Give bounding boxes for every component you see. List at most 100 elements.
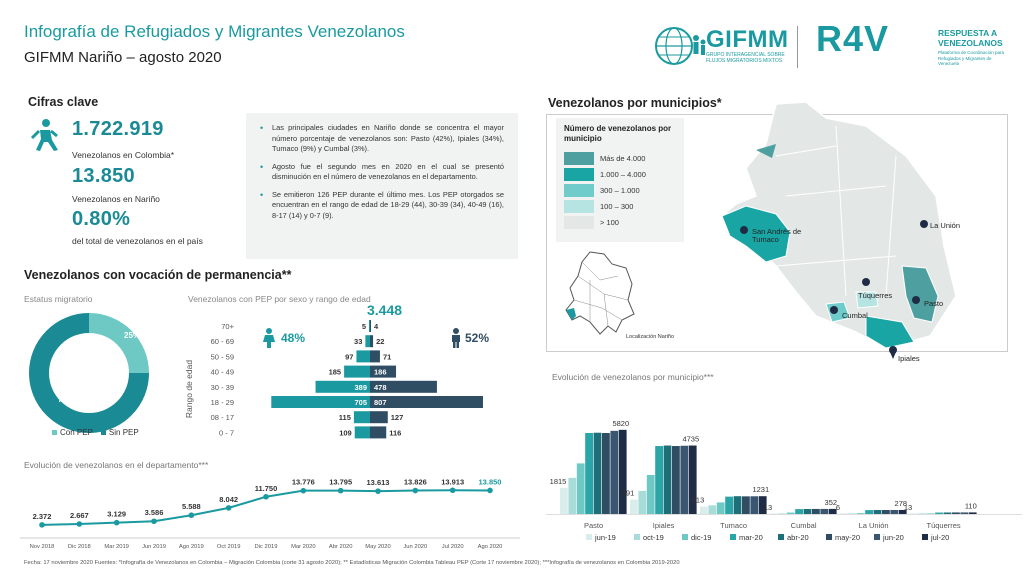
muni-first-label: 991 — [622, 489, 635, 498]
donut-title: Estatus migratorio — [24, 294, 93, 304]
colombia-label: Venezolanos en Colombia* — [72, 150, 175, 160]
map-legend-box: Número de venezolanos por municipio Más … — [556, 118, 684, 242]
line-value-label: 2.667 — [70, 511, 89, 520]
legend-row: 300 – 1.000 — [564, 182, 676, 198]
female-bar — [271, 396, 370, 408]
line-point — [113, 519, 120, 526]
female-icon — [263, 328, 275, 348]
muni-bar — [655, 446, 663, 514]
page-title: Infografía de Refugiados y Migrantes Ven… — [24, 22, 405, 41]
male-bar — [370, 396, 483, 408]
muni-bar — [610, 430, 619, 514]
city-label-la-union: La Unión — [930, 221, 961, 230]
line-value-label: 13.613 — [367, 478, 390, 487]
municipality-bar-chart: 1815 5820 Pasto 991 4735 Ipiales 513 1231 Tumaco… — [546, 419, 1022, 542]
legend-label: jun-20 — [882, 533, 904, 542]
muni-bar — [856, 513, 865, 514]
female-bar — [365, 335, 370, 348]
x-tick-label: Abr 2020 — [329, 544, 353, 550]
muni-first-label: 13 — [764, 503, 772, 512]
muni-bar — [663, 445, 672, 514]
muni-bar — [560, 487, 568, 514]
muni-bar — [585, 433, 593, 514]
muni-bar — [725, 496, 733, 514]
x-tick-label: Dic 2018 — [68, 544, 91, 550]
gifmm-logo: GIFMM GRUPO INTERAGENCIAL SOBRE FLUJOS M… — [648, 24, 790, 70]
muni-bar — [943, 512, 952, 514]
muni-first-label: 13 — [904, 503, 912, 512]
muni-bar — [812, 508, 820, 514]
muni-bar — [926, 513, 935, 514]
muni-last-label: 352 — [825, 498, 838, 507]
muni-bar — [680, 445, 689, 514]
key-figures-title: Cifras clave — [28, 95, 99, 109]
globe-people-icon — [655, 27, 706, 65]
pyramid-title: Venezolanos con PEP por sexo y rango de … — [188, 294, 371, 304]
line-point — [225, 505, 232, 511]
muni-bar — [840, 513, 848, 514]
muni-bar — [898, 509, 907, 514]
female-bar — [369, 320, 370, 332]
pyramid-total: 3.448 — [367, 302, 403, 318]
narino-value: 13.850 — [72, 165, 135, 187]
r4v-tagline-1: RESPUESTA A — [938, 28, 998, 38]
muni-bar — [910, 513, 918, 514]
legend-swatch — [586, 534, 592, 540]
age-tick-label: 30 - 39 — [211, 383, 234, 392]
muni-bar — [935, 512, 943, 514]
male-bar — [370, 335, 374, 348]
muni-bar — [750, 496, 759, 514]
donut-slice-con-pep — [88, 313, 149, 374]
age-sex-pyramid: 70+ 5 4 60 - 69 33 22 50 - 59 97 71 40 - 49 185 186… — [211, 320, 483, 439]
age-tick-label: 08 - 17 — [211, 413, 234, 422]
line-value-label: 13.826 — [404, 478, 427, 487]
muni-bar — [716, 502, 725, 514]
muni-bar — [700, 506, 708, 514]
x-tick-label: Jun 2019 — [142, 544, 166, 550]
legend-row: Más de 4.000 — [564, 150, 676, 166]
evolution-muni-title: Evolución de venezolanos por municipio**… — [552, 372, 714, 382]
age-tick-label: 18 - 29 — [211, 398, 234, 407]
donut-chart: 25% 75% — [29, 313, 149, 433]
legend-swatch — [874, 534, 880, 540]
legend-swatch — [778, 534, 784, 540]
line-value-label: 13.795 — [329, 478, 352, 487]
x-tick-label: Oct 2019 — [217, 544, 241, 550]
legend-row: 100 – 300 — [564, 198, 676, 214]
muni-first-label: 6 — [836, 503, 840, 512]
female-value-label: 5 — [362, 322, 366, 331]
muni-bar — [820, 508, 829, 514]
line-value-label: 2.372 — [33, 512, 52, 521]
muni-last-label: 5820 — [612, 419, 629, 428]
r4v-logo: R4V — [816, 18, 890, 59]
legend-sin-pep: Sin PEP — [100, 428, 139, 437]
muni-bar — [568, 477, 577, 514]
pct-label: del total de venezolanos en el país — [72, 236, 203, 246]
male-value-label: 22 — [376, 337, 384, 346]
footer-sources: Fecha: 17 noviembre 2020 Fuentes: *Infog… — [24, 560, 680, 566]
city-label-tuquerres: Túquerres — [858, 291, 893, 300]
muni-bar — [593, 432, 602, 514]
map-pin-icon — [889, 346, 897, 359]
muni-bar — [786, 512, 795, 514]
line-point — [337, 487, 344, 494]
bullet-item: Agosto fue el segundo mes en 2020 en el … — [260, 162, 504, 183]
muni-bar — [646, 474, 655, 514]
legend-swatch — [682, 534, 688, 540]
legend-label: abr-20 — [787, 533, 809, 542]
legend-label: oct-19 — [643, 533, 664, 542]
muni-bar — [770, 513, 778, 514]
muni-category-label: Ipiales — [653, 521, 675, 530]
line-value-label: 8.042 — [219, 495, 238, 504]
line-point — [76, 521, 83, 527]
male-bar — [370, 426, 387, 439]
walking-person-icon — [30, 119, 58, 151]
line-value-label: 3.129 — [107, 510, 126, 519]
female-value-label: 33 — [354, 337, 362, 346]
r4v-tagline-3: Plataforma de Coordinación para Refugiad… — [938, 50, 1005, 66]
header-divider — [797, 26, 798, 68]
muni-bar — [848, 513, 857, 514]
legend-label: jul-20 — [930, 533, 949, 542]
male-bar — [370, 350, 380, 363]
line-value-label: 13.850 — [479, 477, 502, 486]
